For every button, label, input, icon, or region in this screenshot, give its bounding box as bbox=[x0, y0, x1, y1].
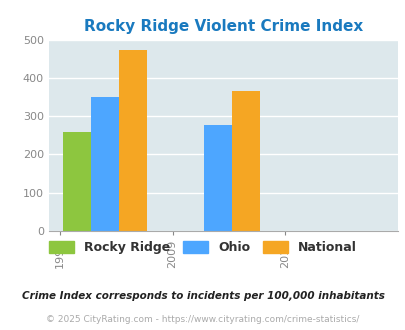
Bar bbox=[63, 132, 91, 231]
Bar bbox=[119, 50, 147, 231]
Bar bbox=[231, 91, 259, 231]
Legend: Rocky Ridge, Ohio, National: Rocky Ridge, Ohio, National bbox=[44, 236, 361, 259]
Text: Crime Index corresponds to incidents per 100,000 inhabitants: Crime Index corresponds to incidents per… bbox=[21, 291, 384, 301]
Title: Rocky Ridge Violent Crime Index: Rocky Ridge Violent Crime Index bbox=[83, 19, 362, 34]
Bar bbox=[91, 97, 119, 231]
Bar bbox=[203, 125, 231, 231]
Text: © 2025 CityRating.com - https://www.cityrating.com/crime-statistics/: © 2025 CityRating.com - https://www.city… bbox=[46, 315, 359, 324]
